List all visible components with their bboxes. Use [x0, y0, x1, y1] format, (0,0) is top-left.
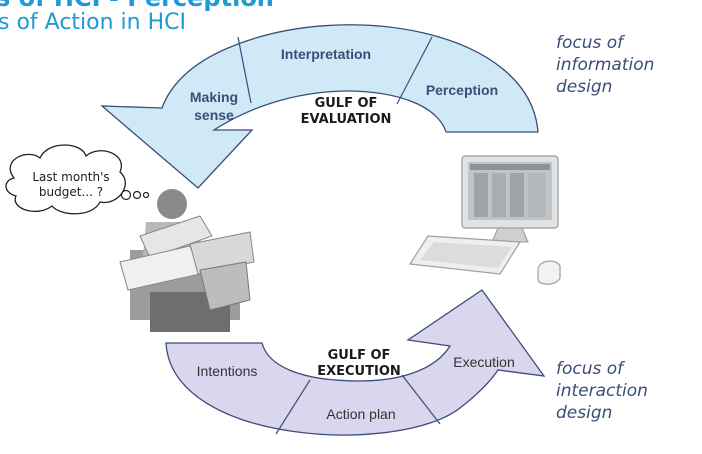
gulf-of-execution-label: GULF OF EXECUTION	[317, 348, 401, 379]
evaluation-divider-2	[396, 36, 433, 105]
gulf-of-evaluation-label: GULF OF EVALUATION	[300, 96, 392, 127]
person-with-papers-illustration	[119, 189, 255, 332]
computer-illustration	[408, 155, 561, 285]
segment-perception: Perception	[425, 82, 499, 98]
evaluation-divider-1	[237, 36, 252, 104]
evaluation-arc	[100, 24, 539, 189]
execution-divider-2	[401, 374, 441, 425]
focus-information-design-note: focus of information design	[556, 33, 655, 97]
segment-action-plan: Action plan	[326, 406, 396, 422]
execution-divider-1	[275, 379, 311, 435]
thought-bubble	[5, 144, 150, 215]
segment-making-sense: Making sense	[189, 89, 239, 123]
segment-intentions: Intentions	[196, 363, 258, 379]
segment-interpretation: Interpretation	[280, 46, 372, 62]
focus-interaction-design-note: focus of interaction design	[556, 359, 648, 423]
thought-bubble-text: Last month's budget... ?	[32, 170, 110, 199]
slide-subtitle: s of Action in HCI	[0, 10, 186, 35]
segment-execution: Execution	[453, 354, 515, 370]
execution-arc	[165, 289, 546, 436]
slide-title: s of HCI - Perception	[0, 0, 274, 12]
